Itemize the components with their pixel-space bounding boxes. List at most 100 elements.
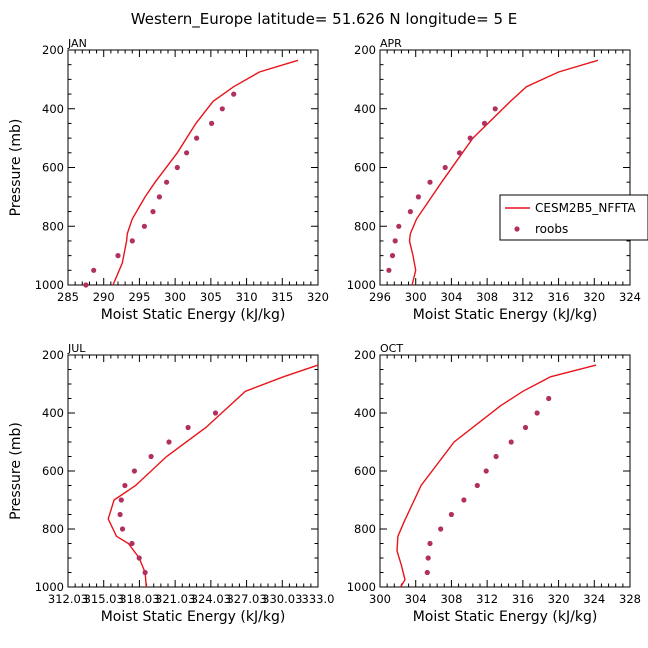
x-tick-label: 310 bbox=[236, 290, 258, 304]
x-tick-label: 315 bbox=[271, 290, 293, 304]
y-axis-label: Pressure (mb) bbox=[8, 119, 24, 217]
series-point-oct bbox=[493, 453, 499, 460]
x-tick-label: 330.03 bbox=[262, 592, 302, 606]
x-tick-label: 320 bbox=[583, 290, 605, 304]
series-point-apr bbox=[467, 135, 473, 141]
x-tick-label: 312 bbox=[476, 592, 498, 606]
series-point-jan bbox=[115, 253, 121, 259]
panel-title-oct: OCT bbox=[380, 342, 403, 355]
series-point-oct bbox=[483, 468, 489, 474]
series-point-apr bbox=[392, 238, 398, 244]
y-tick-label: 400 bbox=[354, 406, 376, 420]
y-tick-label: 200 bbox=[42, 43, 64, 57]
series-point-oct bbox=[461, 497, 467, 503]
y-tick-label: 600 bbox=[42, 464, 64, 478]
series-point-jan bbox=[83, 282, 89, 288]
panel-title-jan: JAN bbox=[67, 37, 87, 50]
y-axis-label: Pressure (mb) bbox=[8, 422, 24, 520]
x-tick-label: 300 bbox=[369, 592, 391, 606]
panel-title-jul: JUL bbox=[67, 342, 86, 355]
x-tick-label: 316 bbox=[512, 592, 534, 606]
series-point-oct bbox=[448, 511, 454, 518]
legend-obs-label: roobs bbox=[535, 222, 568, 236]
legend-box bbox=[499, 194, 648, 241]
x-tick-label: 315.03 bbox=[84, 592, 124, 606]
series-point-oct bbox=[438, 526, 444, 532]
plot-frame-jan bbox=[67, 49, 319, 286]
x-tick-label: 320 bbox=[548, 592, 570, 606]
series-point-jan bbox=[156, 194, 162, 200]
x-tick-label: 312 bbox=[512, 290, 534, 304]
series-line-jan bbox=[112, 59, 299, 286]
x-axis-label: Moist Static Energy (kJ/kg) bbox=[101, 609, 286, 625]
y-tick-label: 800 bbox=[354, 219, 376, 233]
series-point-jan bbox=[184, 150, 190, 156]
series-point-jul bbox=[131, 468, 137, 474]
series-point-apr bbox=[389, 253, 396, 259]
y-tick-label: 800 bbox=[354, 522, 376, 536]
x-tick-label: 308 bbox=[440, 592, 462, 606]
x-tick-label: 305 bbox=[200, 290, 222, 304]
series-point-jan bbox=[164, 179, 170, 185]
series-point-jul bbox=[136, 555, 142, 561]
series-point-oct bbox=[534, 410, 540, 416]
series-line-oct bbox=[396, 364, 597, 588]
y-tick-label: 200 bbox=[42, 348, 64, 362]
series-point-jan bbox=[194, 135, 200, 141]
series-point-oct bbox=[508, 439, 514, 445]
series-point-jan bbox=[91, 267, 97, 273]
x-tick-label: 295 bbox=[128, 290, 150, 304]
series-point-oct bbox=[425, 555, 431, 561]
x-tick-label: 333.0 bbox=[302, 592, 335, 606]
series-point-apr bbox=[442, 164, 448, 171]
x-tick-label: 324.03 bbox=[191, 592, 231, 606]
y-tick-label: 600 bbox=[42, 161, 64, 175]
series-point-jan bbox=[129, 238, 135, 244]
panel-oct: OCT 300 304 308 312 316 320 324 328 200 400 600 800 1… bbox=[347, 342, 641, 625]
panel-jul: JUL312.03315.03318.03321.03324.03327.033… bbox=[8, 342, 334, 625]
plot-frame-jul bbox=[67, 354, 319, 588]
figure-title: Western_Europe latitude= 51.626 N longit… bbox=[131, 10, 517, 29]
x-tick-label: 318.03 bbox=[119, 592, 159, 606]
series-point-oct bbox=[427, 540, 433, 547]
x-tick-label: 285 bbox=[57, 290, 79, 304]
y-tick-label: 200 bbox=[354, 43, 376, 57]
x-tick-label: 324 bbox=[619, 290, 641, 304]
series-point-jul bbox=[142, 569, 148, 576]
series-point-jan bbox=[141, 223, 147, 229]
series-point-jan bbox=[174, 164, 180, 171]
x-tick-label: 320 bbox=[307, 290, 329, 304]
y-tick-label: 800 bbox=[42, 522, 64, 536]
y-tick-label: 200 bbox=[354, 348, 376, 362]
series-point-jul bbox=[166, 439, 172, 445]
y-tick-label: 1000 bbox=[347, 278, 376, 292]
legend-model-label: CESM2B5_NFFTA bbox=[535, 201, 636, 215]
series-point-jan bbox=[231, 91, 237, 97]
series-point-apr bbox=[396, 223, 402, 229]
x-tick-label: 304 bbox=[440, 290, 462, 304]
series-point-jul bbox=[117, 511, 123, 518]
x-tick-label: 304 bbox=[405, 592, 427, 606]
series-line-apr bbox=[408, 59, 599, 286]
x-tick-label: 300 bbox=[405, 290, 427, 304]
series-point-apr bbox=[407, 209, 413, 215]
x-tick-label: 316 bbox=[548, 290, 570, 304]
series-point-jul bbox=[148, 453, 154, 460]
series-point-jul bbox=[122, 482, 128, 489]
x-tick-label: 312.03 bbox=[48, 592, 88, 606]
x-tick-label: 290 bbox=[93, 290, 115, 304]
x-tick-label: 327.03 bbox=[226, 592, 266, 606]
y-tick-label: 400 bbox=[354, 102, 376, 116]
y-tick-label: 600 bbox=[354, 464, 376, 478]
y-tick-label: 400 bbox=[42, 102, 64, 116]
y-tick-label: 1000 bbox=[35, 278, 64, 292]
series-point-jul bbox=[118, 497, 124, 503]
series-point-jan bbox=[209, 120, 215, 126]
x-axis-label: Moist Static Energy (kJ/kg) bbox=[413, 609, 598, 625]
panel-jan: JAN 285 290 295 300 305 310 315 320 200 400 600 800 1… bbox=[8, 37, 329, 323]
series-point-jul bbox=[129, 540, 135, 547]
series-point-apr bbox=[492, 106, 498, 112]
y-tick-label: 1000 bbox=[347, 580, 376, 594]
